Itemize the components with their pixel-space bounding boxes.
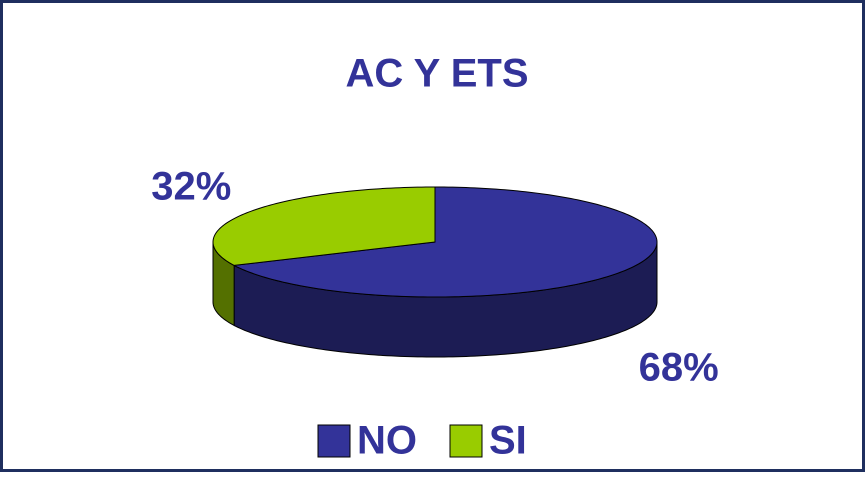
pie-slice xyxy=(212,186,436,266)
legend-swatch xyxy=(317,424,351,458)
data-label: 68% xyxy=(639,346,719,390)
data-label: 32% xyxy=(151,165,231,209)
legend-swatch xyxy=(449,424,483,458)
chart-title: AC Y ETS xyxy=(345,52,528,96)
pie-slice xyxy=(232,186,658,298)
legend-label: SI xyxy=(489,419,527,463)
legend-label: NO xyxy=(357,419,417,463)
